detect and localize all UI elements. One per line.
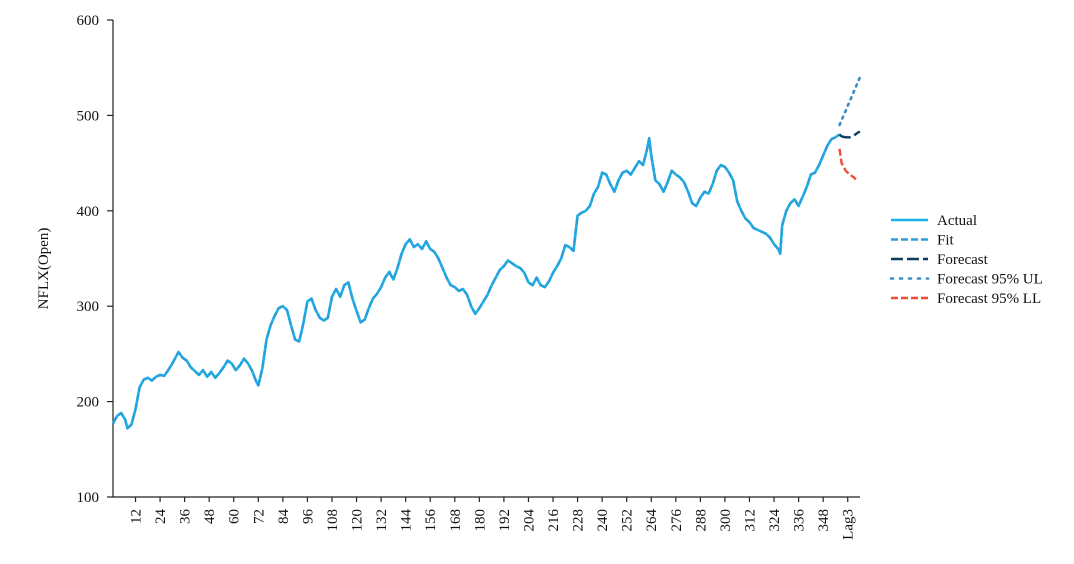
x-tick-label: 36 [178, 509, 194, 525]
y-tick-label: 100 [77, 490, 100, 506]
x-tick-label: 276 [669, 509, 685, 532]
x-tick-label: 216 [546, 509, 562, 532]
x-tick-label: 108 [325, 509, 341, 532]
x-tick-label: 204 [521, 509, 537, 532]
x-tick-label: 96 [300, 509, 316, 525]
series-line-forecast [838, 130, 861, 139]
x-tick-label: 144 [399, 509, 415, 532]
x-tick-label: 84 [276, 509, 292, 525]
x-axis: 12 24 36 48 60 72 84 96 108 120 132 144 156 168 180 192… [113, 496, 860, 540]
y-tick-label: 400 [77, 204, 100, 220]
series-line-actual [111, 133, 841, 430]
x-tick-label: 120 [350, 509, 366, 532]
x-tick-label: 300 [718, 509, 734, 532]
x-tick-label: 324 [767, 509, 783, 532]
series-line-forecast-95-ll [838, 148, 857, 181]
x-tick-label: 156 [423, 509, 439, 532]
legend-label: Forecast 95% UL [937, 272, 1043, 288]
legend: Actual Fit Forecast Forecast 95% UL Forecast… [889, 213, 1043, 307]
x-tick-label: 348 [816, 509, 832, 532]
x-tick-label: 132 [374, 509, 390, 532]
x-tick-label: 192 [497, 509, 513, 532]
y-axis-title: NFLX(Open) [36, 228, 52, 310]
y-tick-label: 200 [77, 395, 100, 411]
x-tick-label: 240 [595, 509, 611, 532]
legend-label: Actual [937, 213, 977, 229]
x-tick-label: 264 [644, 509, 660, 532]
x-tick-label: 72 [251, 509, 267, 524]
series-line-forecast-95-ul [838, 75, 862, 127]
x-tick-label: 48 [202, 509, 218, 524]
x-tick-label: Lag3 [841, 509, 857, 540]
x-tick-label: 252 [620, 509, 636, 532]
x-tick-label: 24 [153, 509, 169, 525]
legend-label: Forecast [937, 252, 989, 268]
x-tick-label: 12 [129, 509, 145, 524]
y-tick-label: 500 [77, 108, 100, 124]
series-layer [111, 75, 862, 430]
x-tick-label: 180 [472, 509, 488, 532]
y-tick-label: 300 [77, 299, 100, 315]
x-tick-label: 168 [448, 509, 464, 532]
legend-label: Forecast 95% LL [937, 291, 1041, 307]
x-tick-label: 336 [792, 509, 808, 532]
x-tick-label: 288 [693, 509, 709, 532]
x-tick-label: 60 [227, 509, 243, 524]
x-tick-label: 312 [742, 509, 758, 532]
y-axis: 100 200 300 400 500 600 [77, 13, 114, 506]
series-line-fit [111, 133, 841, 430]
x-tick-label: 228 [571, 509, 587, 532]
y-tick-label: 600 [77, 13, 100, 29]
legend-label: Fit [937, 233, 955, 249]
